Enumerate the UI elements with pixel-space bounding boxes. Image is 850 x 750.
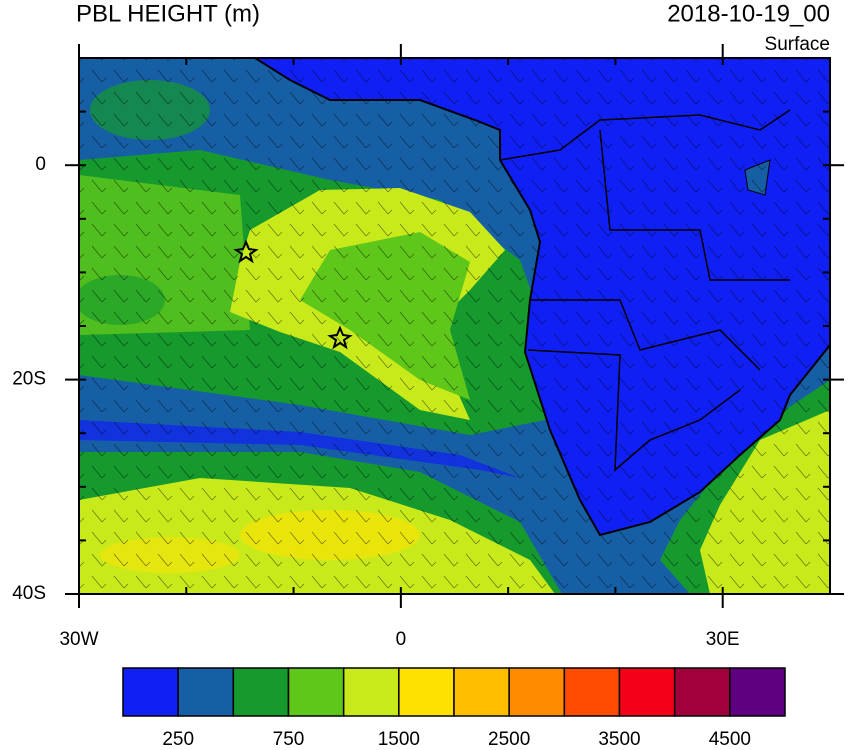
colorbar-label: 4500 [709, 729, 751, 750]
colorbar-box [453, 667, 510, 717]
colorbar-label: 2500 [488, 729, 530, 750]
colorbar-box [177, 667, 235, 717]
x-tick-label: 30E [706, 629, 740, 650]
colorbar-label: 1500 [378, 729, 420, 750]
colorbar-box [287, 667, 345, 717]
colorbar-box [122, 667, 179, 717]
colorbar-box [729, 667, 786, 717]
colorbar-box [563, 667, 621, 717]
colorbar-label: 3500 [598, 729, 640, 750]
station-marker [327, 325, 353, 350]
level-label: Surface [765, 34, 830, 55]
wind-barbs [79, 58, 830, 594]
colorbar-label: 250 [162, 729, 194, 750]
x-tick-label: 30W [59, 629, 98, 650]
colorbar-box [398, 667, 455, 717]
time-label: 2018-10-19_00 [667, 0, 830, 27]
y-tick-label: 20S [12, 369, 46, 390]
y-tick-label: 0 [35, 154, 46, 175]
map-field [79, 58, 830, 594]
title: PBL HEIGHT (m) [76, 0, 260, 27]
colorbar-box [673, 667, 731, 717]
colorbar-box [618, 667, 676, 717]
station-marker [233, 239, 259, 264]
colorbar-box [232, 667, 290, 717]
colorbar-label: 750 [273, 729, 305, 750]
y-tick-label: 40S [12, 583, 46, 604]
colorbar-box [508, 667, 566, 717]
x-tick-label: 0 [396, 629, 407, 650]
colorbar-box [342, 667, 400, 717]
